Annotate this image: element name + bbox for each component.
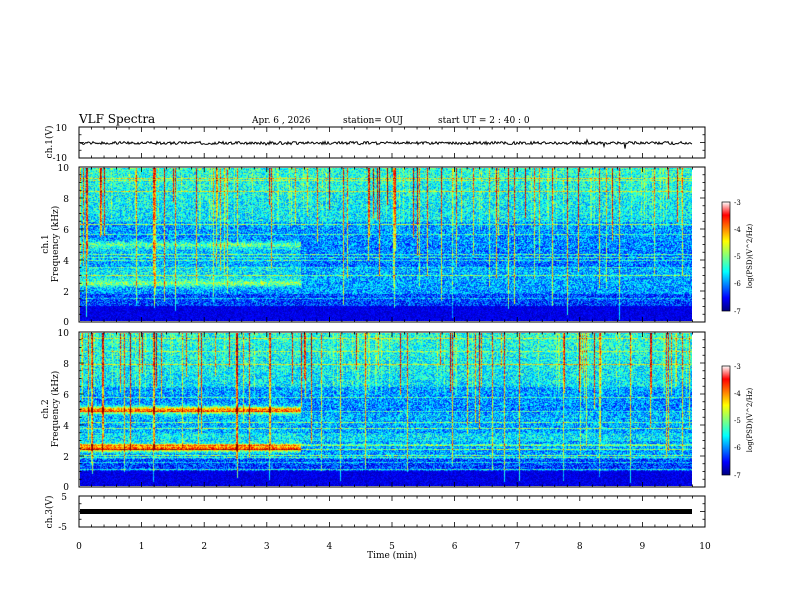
ch1-freq-tick-0: 0 [63, 318, 69, 328]
ch2-colorbar-tick-m7: -7 [734, 472, 741, 480]
x-tick-0: 0 [76, 542, 82, 552]
ch1-spectrogram-ylabel-frequency: Frequency (kHz) [50, 206, 61, 283]
ch1-ylabel: ch.1(V) [44, 126, 55, 159]
ch1-ytick-top: 10 [56, 124, 68, 134]
ch1-spectrogram-image [80, 168, 692, 321]
axis-tick-marks [78, 126, 706, 528]
ch1-waveform-panel: 10 -10 ch.1(V) [44, 124, 706, 164]
ch2-spectrogram-panel: 0 2 4 6 8 10 ch.2 Frequency (kHz) -3 -4 … [41, 329, 754, 493]
ch1-freq-tick-10: 10 [58, 164, 70, 174]
ch1-freq-tick-8: 8 [63, 195, 69, 205]
ch2-spectrogram-image [80, 333, 692, 486]
ch2-colorbar [721, 365, 731, 476]
ch1-colorbar-tick-m3: -3 [734, 199, 741, 207]
ch1-colorbar [721, 201, 731, 312]
x-tick-3: 3 [264, 542, 270, 552]
ch2-freq-tick-8: 8 [63, 360, 69, 370]
ch2-colorbar-tick-m4: -4 [734, 390, 741, 398]
ch2-freq-tick-6: 6 [63, 391, 69, 401]
ch1-colorbar-tick-m5: -5 [734, 253, 741, 261]
x-tick-8: 8 [577, 542, 583, 552]
ch1-freq-tick-2: 2 [63, 288, 69, 298]
ch1-colorbar-tick-m6: -6 [734, 280, 741, 288]
ch1-colorbar-label: log(PSD)(V^2/Hz) [746, 223, 754, 288]
header-station: station= OUJ [343, 116, 403, 126]
ch1-freq-tick-6: 6 [63, 226, 69, 236]
ch1-ytick-bottom: -10 [53, 154, 68, 164]
ch1-freq-tick-4: 4 [63, 257, 69, 267]
header-date: Apr. 6 , 2026 [251, 116, 311, 126]
ch2-freq-tick-2: 2 [63, 453, 69, 463]
ch3-ytick-top: 5 [61, 493, 67, 503]
figure-title: VLF Spectra [78, 112, 155, 126]
ch2-spectrogram-yticks: 0 2 4 6 8 10 [58, 329, 70, 493]
x-tick-4: 4 [327, 542, 333, 552]
x-tick-1: 1 [139, 542, 145, 552]
x-tick-5: 5 [389, 542, 395, 552]
x-tick-7: 7 [514, 542, 520, 552]
x-tick-2: 2 [201, 542, 207, 552]
x-axis-label: Time (min) [367, 550, 417, 561]
ch3-ytick-bottom: -5 [58, 523, 67, 533]
ch2-spectrogram-ylabel-channel: ch.2 [41, 399, 51, 418]
ch2-spectrogram-ylabel-frequency: Frequency (kHz) [50, 371, 61, 448]
ch2-colorbar-label: log(PSD)(V^2/Hz) [746, 387, 754, 452]
x-axis: 0 1 2 3 4 5 6 7 8 9 10 Time (min) [76, 542, 711, 561]
ch2-freq-tick-4: 4 [63, 422, 69, 432]
x-tick-9: 9 [640, 542, 646, 552]
ch1-colorbar-tick-m7: -7 [734, 308, 741, 316]
ch2-freq-tick-10: 10 [58, 329, 70, 339]
ch2-colorbar-tick-m6: -6 [734, 444, 741, 452]
ch2-freq-tick-0: 0 [63, 483, 69, 493]
ch1-spectrogram-panel: 0 2 4 6 8 10 ch.1 Frequency (kHz) -3 -4 … [41, 164, 754, 328]
header-start-time: start UT = 2 : 40 : 0 [438, 116, 530, 126]
ch1-waveform-trace [79, 138, 693, 149]
ch1-colorbar-tick-m4: -4 [734, 226, 741, 234]
x-tick-10: 10 [699, 542, 711, 552]
ch1-spectrogram-yticks: 0 2 4 6 8 10 [58, 164, 70, 328]
ch3-ylabel: ch.3(V) [44, 496, 55, 529]
ch3-waveform-trace [80, 509, 692, 514]
x-tick-6: 6 [452, 542, 458, 552]
ch2-colorbar-tick-m5: -5 [734, 417, 741, 425]
ch1-spectrogram-ylabel-channel: ch.1 [41, 234, 51, 253]
ch2-colorbar-tick-m3: -3 [734, 363, 741, 371]
ch3-waveform-panel: 5 -5 ch.3(V) [44, 493, 706, 533]
